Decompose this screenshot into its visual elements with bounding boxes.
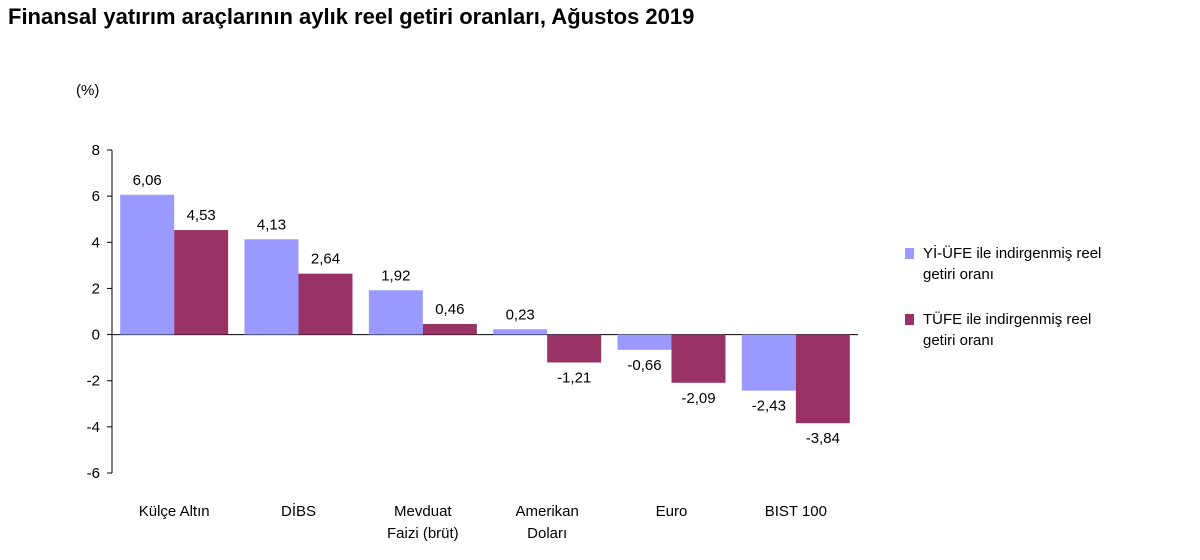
x-tick-label: BIST 100 [765,503,827,520]
bar [617,334,672,350]
y-tick-label: -6 [87,465,100,482]
chart-title: Finansal yatırım araçlarının aylık reel … [8,4,695,29]
y-tick-label: 4 [92,234,100,251]
legend-label-tufe-line1: TÜFE ile indirgenmiş reel [923,311,1092,328]
bar [174,230,229,335]
legend-label-yi-ufe-line2: getiri oranı [923,266,994,283]
bars-group [120,194,850,424]
bar [493,329,548,335]
y-unit-label: (%) [76,82,99,99]
bar [741,334,796,391]
bar [244,239,299,335]
y-tick-label: -2 [87,373,100,390]
data-label: -2,09 [681,390,715,407]
legend-label-tufe-line2: getiri oranı [923,332,994,349]
y-tick-label: 0 [92,327,100,344]
bar [671,334,726,383]
bar [795,334,850,424]
data-label: -0,66 [627,357,661,374]
legend-label-yi-ufe-line1: Yİ-ÜFE ile indirgenmiş reel [923,245,1102,262]
data-label: 4,13 [257,216,286,233]
data-label: -2,43 [752,398,786,415]
x-tick-label: Faizi (brüt) [387,525,459,542]
bar [120,194,175,335]
data-label: 2,64 [311,251,340,268]
x-tick-label: Külçe Altın [139,503,210,520]
bar [298,273,353,335]
legend-item-yi-ufe: Yİ-ÜFE ile indirgenmiş reel getiri oranı [905,243,1195,285]
data-label: -3,84 [806,430,840,447]
legend-item-tufe: TÜFE ile indirgenmiş reel getiri oranı [905,309,1195,351]
y-tick-label: 6 [92,188,100,205]
data-label: 0,46 [435,301,464,318]
data-label: 0,23 [506,306,535,323]
y-tick-label: 2 [92,280,100,297]
y-tick-label: -4 [87,419,100,436]
bar [422,323,477,335]
legend-swatch-tufe [905,314,914,325]
data-labels-group: 6,06 4,53 4,13 2,64 1,92 0,46 0,23 -1,21 -0,66 -2… [133,172,840,447]
y-axis: (%) 8 6 4 2 0 -2 -4 -6 [76,82,858,482]
data-label: -1,21 [557,369,591,386]
x-tick-label: Euro [656,503,688,520]
x-tick-label: Amerikan [515,503,578,520]
data-label: 4,53 [187,207,216,224]
data-label: 1,92 [381,267,410,284]
x-axis-labels: Külçe Altın DİBS Mevduat Faizi (brüt) Amerik… [139,502,827,542]
x-tick-label: Mevduat [394,503,452,520]
y-tick-label: 8 [92,142,100,159]
bar [547,334,602,363]
legend-swatch-yi-ufe [905,248,914,259]
x-tick-label: DİBS [281,502,316,520]
bar [368,290,423,335]
legend: Yİ-ÜFE ile indirgenmiş reel getiri oranı… [905,243,1195,375]
data-label: 6,06 [133,172,162,189]
x-tick-label: Doları [527,525,567,542]
